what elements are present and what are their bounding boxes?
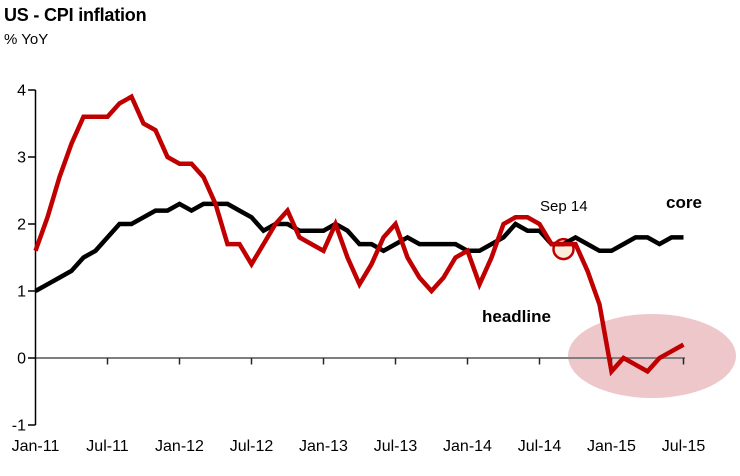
y-tick-label: -1: [12, 418, 26, 435]
x-tick-label: Jul-12: [230, 438, 274, 455]
x-tick-label: Jan-15: [587, 438, 636, 455]
y-tick-label: 4: [17, 83, 26, 100]
y-tick-label: 0: [17, 351, 26, 368]
highlight-ellipse: [568, 314, 736, 398]
headline-series-label: headline: [482, 307, 551, 326]
headline-line: [33, 93, 685, 377]
y-tick-label: 3: [17, 150, 26, 167]
x-tick-label: Jul-14: [518, 438, 562, 455]
y-tick-label: 1: [17, 284, 26, 301]
chart-title: US - CPI inflation: [4, 5, 147, 25]
core-line: [34, 201, 684, 293]
x-tick-label: Jan-14: [443, 438, 492, 455]
x-tick-labels: Jan-11 Jul-11 Jan-12 Jul-12 Jan-13 Jul-13 Jan-…: [12, 438, 706, 455]
x-tick-label: Jan-13: [299, 438, 348, 455]
chart-y-unit-label: % YoY: [4, 31, 49, 48]
x-tick-label: Jul-13: [374, 438, 418, 455]
y-axis-ticks: [28, 89, 36, 426]
x-tick-label: Jul-15: [662, 438, 706, 455]
x-tick-label: Jan-11: [12, 438, 60, 455]
core-series-label: core: [666, 193, 702, 212]
y-tick-labels: 4 3 2 1 0 -1: [12, 83, 26, 435]
sep14-callout-label: Sep 14: [540, 198, 588, 215]
x-tick-label: Jul-11: [86, 438, 128, 455]
x-tick-label: Jan-12: [155, 438, 204, 455]
y-tick-label: 2: [17, 217, 26, 234]
x-axis-ticks: [106, 358, 685, 365]
